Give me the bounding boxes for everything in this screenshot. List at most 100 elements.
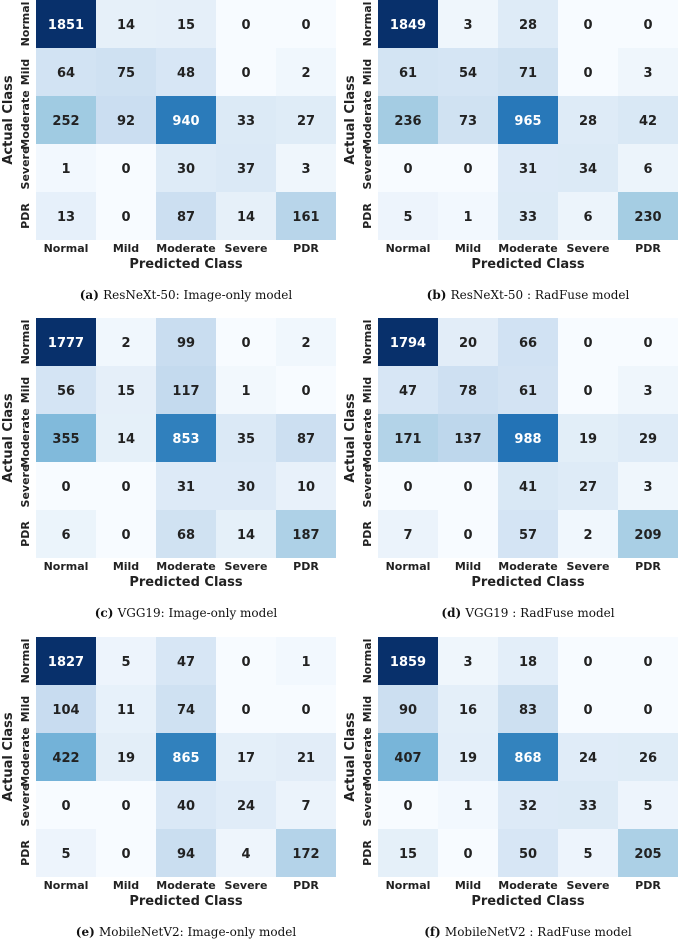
y-tick-label-2: Moderate	[361, 408, 374, 467]
x-tick-label-0: Normal	[44, 560, 89, 573]
cell-value-r4-c2: 33	[519, 210, 537, 225]
cell-value-r2-c3: 33	[237, 114, 255, 129]
heatmap-cell-r1-c1	[438, 685, 498, 733]
y-tick-label-0: Normal	[361, 320, 374, 365]
x-tick-label-2: Moderate	[498, 560, 557, 573]
heatmap-cell-r1-c0	[378, 366, 438, 414]
cell-value-r2-c4: 87	[297, 432, 315, 447]
panel-caption: (e) MobileNetV2: Image-only model	[76, 925, 297, 939]
heatmap-cell-r2-c4	[276, 414, 336, 462]
cell-value-r1-c1: 75	[117, 66, 135, 81]
caption-text: MobileNetV2: Image-only model	[99, 925, 296, 939]
cell-value-r2-c0: 236	[394, 114, 421, 129]
cell-value-r3-c4: 3	[301, 162, 310, 177]
heatmap-cell-r3-c1	[96, 144, 156, 192]
cell-value-r4-c1: 1	[463, 210, 472, 225]
y-tick-label-2: Moderate	[19, 727, 32, 786]
heatmap-cell-r3-c1	[438, 781, 498, 829]
x-tick-label-1: Mild	[113, 560, 139, 573]
cell-value-r4-c4: 230	[634, 210, 661, 225]
heatmap-cell-r0-c3	[216, 318, 276, 366]
y-tick-label-0: Normal	[19, 639, 32, 684]
heatmap-cell-r2-c2	[498, 414, 558, 462]
x-tick-label-1: Mild	[455, 560, 481, 573]
heatmap-cell-r1-c0	[36, 685, 96, 733]
cell-value-r2-c0: 171	[394, 432, 421, 447]
cell-value-r4-c3: 4	[241, 847, 250, 862]
cell-value-r2-c4: 27	[297, 114, 315, 129]
cell-value-r4-c0: 6	[61, 528, 70, 543]
y-axis-label: Actual Class	[343, 393, 358, 482]
cell-value-r3-c0: 0	[403, 162, 412, 177]
y-tick-label-0: Normal	[361, 2, 374, 47]
cell-value-r1-c2: 61	[519, 384, 537, 399]
cell-value-r4-c4: 161	[292, 210, 319, 225]
heatmap-cell-r3-c4	[276, 781, 336, 829]
x-tick-label-0: Normal	[386, 560, 431, 573]
heatmap-cell-r4-c4	[618, 829, 678, 877]
heatmap-cell-r0-c2	[156, 0, 216, 48]
heatmap-cell-r3-c3	[216, 144, 276, 192]
x-axis-label: Predicted Class	[129, 575, 243, 590]
heatmap-cell-r2-c1	[438, 414, 498, 462]
cell-value-r0-c1: 3	[463, 655, 472, 670]
heatmap-cell-r2-c3	[216, 733, 276, 781]
y-tick-label-1: Mild	[361, 59, 374, 85]
cell-value-r4-c3: 14	[237, 528, 255, 543]
cell-value-r2-c1: 19	[117, 751, 135, 766]
heatmap-cell-r3-c1	[438, 462, 498, 510]
heatmap-cell-r1-c3	[216, 366, 276, 414]
heatmap-cell-r4-c1	[96, 192, 156, 240]
cell-value-r3-c3: 34	[579, 162, 597, 177]
cell-value-r4-c2: 68	[177, 528, 195, 543]
cell-value-r3-c2: 32	[519, 799, 537, 814]
x-tick-label-3: Severe	[225, 879, 268, 892]
heatmap-cell-r2-c3	[216, 96, 276, 144]
cell-value-r1-c1: 11	[117, 703, 135, 718]
cell-value-r4-c1: 0	[121, 210, 130, 225]
cell-value-r3-c2: 30	[177, 162, 195, 177]
cell-value-r0-c1: 14	[117, 18, 135, 33]
cell-value-r0-c4: 0	[643, 655, 652, 670]
heatmap-cell-r1-c1	[96, 48, 156, 96]
y-tick-label-3: Severe	[19, 465, 32, 508]
cell-value-r4-c2: 50	[519, 847, 537, 862]
heatmap-cell-r0-c2	[156, 637, 216, 685]
cell-value-r4-c4: 172	[292, 847, 319, 862]
y-tick-label-1: Mild	[19, 59, 32, 85]
heatmap-cell-r0-c2	[498, 318, 558, 366]
cell-value-r3-c1: 0	[121, 480, 130, 495]
heatmap-cell-r4-c0	[36, 192, 96, 240]
heatmap-cell-r3-c1	[96, 462, 156, 510]
heatmap-cell-r3-c0	[36, 144, 96, 192]
cell-value-r3-c3: 27	[579, 480, 597, 495]
heatmap-cell-r0-c2	[498, 0, 558, 48]
heatmap-cell-r2-c1	[96, 96, 156, 144]
caption-text: ResNeXt-50 : RadFuse model	[451, 288, 630, 302]
cell-value-r2-c0: 407	[394, 751, 421, 766]
panel-caption: (b) ResNeXt-50 : RadFuse model	[427, 288, 630, 302]
heatmap-cell-r4-c2	[156, 829, 216, 877]
x-tick-label-0: Normal	[386, 879, 431, 892]
heatmap-cell-r1-c1	[438, 48, 498, 96]
heatmap-cell-r2-c0	[36, 96, 96, 144]
heatmap-cell-r1-c3	[558, 685, 618, 733]
cell-value-r1-c4: 0	[301, 703, 310, 718]
heatmap-cell-r2-c2	[156, 96, 216, 144]
cell-value-r3-c3: 37	[237, 162, 255, 177]
cell-value-r3-c4: 5	[643, 799, 652, 814]
x-tick-label-0: Normal	[386, 242, 431, 255]
heatmap-cell-r4-c1	[438, 510, 498, 558]
y-axis-label: Actual Class	[1, 393, 16, 482]
cell-value-r2-c1: 137	[454, 432, 481, 447]
heatmap-cell-r1-c4	[276, 685, 336, 733]
y-axis-label: Actual Class	[343, 712, 358, 801]
heatmap-cell-r4-c0	[36, 510, 96, 558]
cell-value-r0-c3: 0	[241, 655, 250, 670]
cell-value-r0-c0: 1849	[390, 18, 426, 33]
cell-value-r1-c4: 0	[643, 703, 652, 718]
panel-caption: (d) VGG19 : RadFuse model	[441, 606, 614, 620]
cell-value-r0-c0: 1777	[48, 336, 84, 351]
heatmap-cell-r0-c4	[618, 637, 678, 685]
heatmap-cell-r0-c1	[438, 637, 498, 685]
